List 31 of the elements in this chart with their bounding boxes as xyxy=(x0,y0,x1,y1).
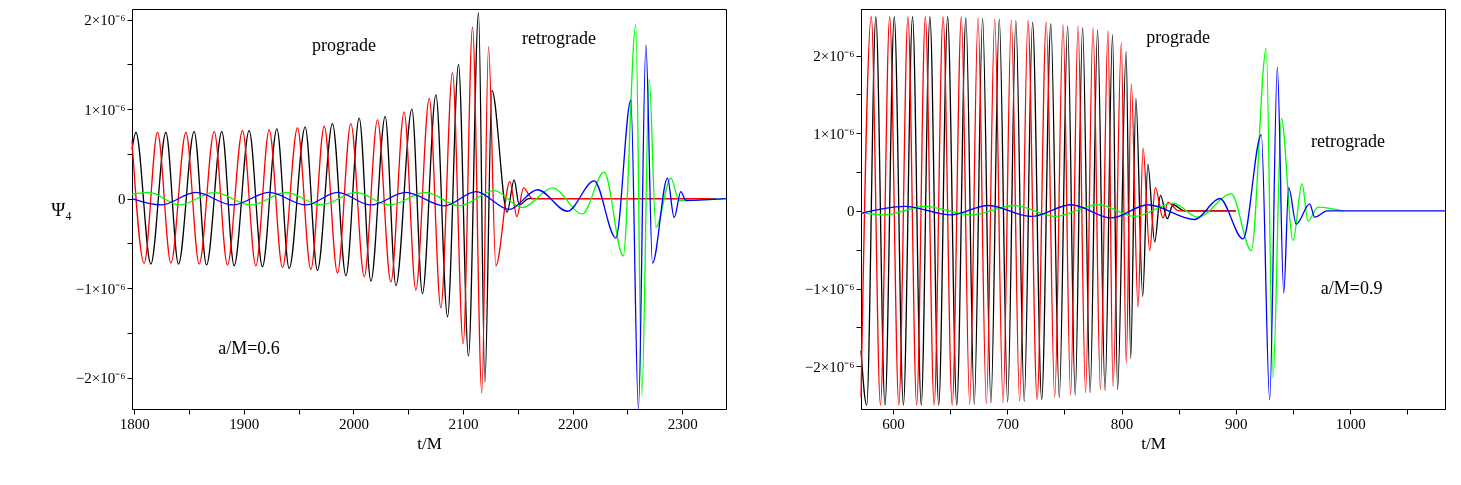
y-tick-label: −1×10⁻⁶ xyxy=(75,280,126,297)
y-tick-label: −2×10⁻⁶ xyxy=(804,358,855,375)
y-tick-label: 1×10⁻⁶ xyxy=(84,101,126,118)
annotation: a/M=0.6 xyxy=(218,338,280,358)
x-tick-label: 600 xyxy=(882,415,905,432)
y-tick-label: 2×10⁻⁶ xyxy=(813,48,855,65)
x-axis-title: t/M xyxy=(417,433,442,453)
x-tick-label: 900 xyxy=(1225,415,1248,432)
annotation: retrograde xyxy=(522,28,597,48)
y-tick-label: 0 xyxy=(118,191,126,208)
x-axis-title: t/M xyxy=(1141,433,1166,453)
annotation: prograde xyxy=(312,34,377,55)
x-tick-label: 800 xyxy=(1110,415,1134,432)
y-tick-label: 0 xyxy=(847,203,855,220)
y-tick-label: 1×10⁻⁶ xyxy=(813,125,855,142)
x-tick-label: 1000 xyxy=(1335,415,1366,432)
y-axis-title: Ψ₄ xyxy=(51,198,72,220)
line-series xyxy=(860,66,1446,401)
y-tick-label: 2×10⁻⁶ xyxy=(84,12,126,29)
annotation: a/M=0.9 xyxy=(1320,278,1383,298)
x-tick-label: 2200 xyxy=(558,415,589,432)
x-tick-label: 1800 xyxy=(119,415,150,432)
x-tick-label: 700 xyxy=(996,415,1020,432)
x-tick-label: 2000 xyxy=(338,415,369,432)
y-tick-label: −2×10⁻⁶ xyxy=(75,370,126,387)
x-tick-label: 2100 xyxy=(448,415,479,432)
x-tick-label: 1900 xyxy=(229,415,260,432)
x-tick-label: 2300 xyxy=(667,415,698,432)
y-tick-label: −1×10⁻⁶ xyxy=(804,281,855,298)
annotation: retrograde xyxy=(1311,131,1386,152)
annotation: prograde xyxy=(1146,26,1211,47)
